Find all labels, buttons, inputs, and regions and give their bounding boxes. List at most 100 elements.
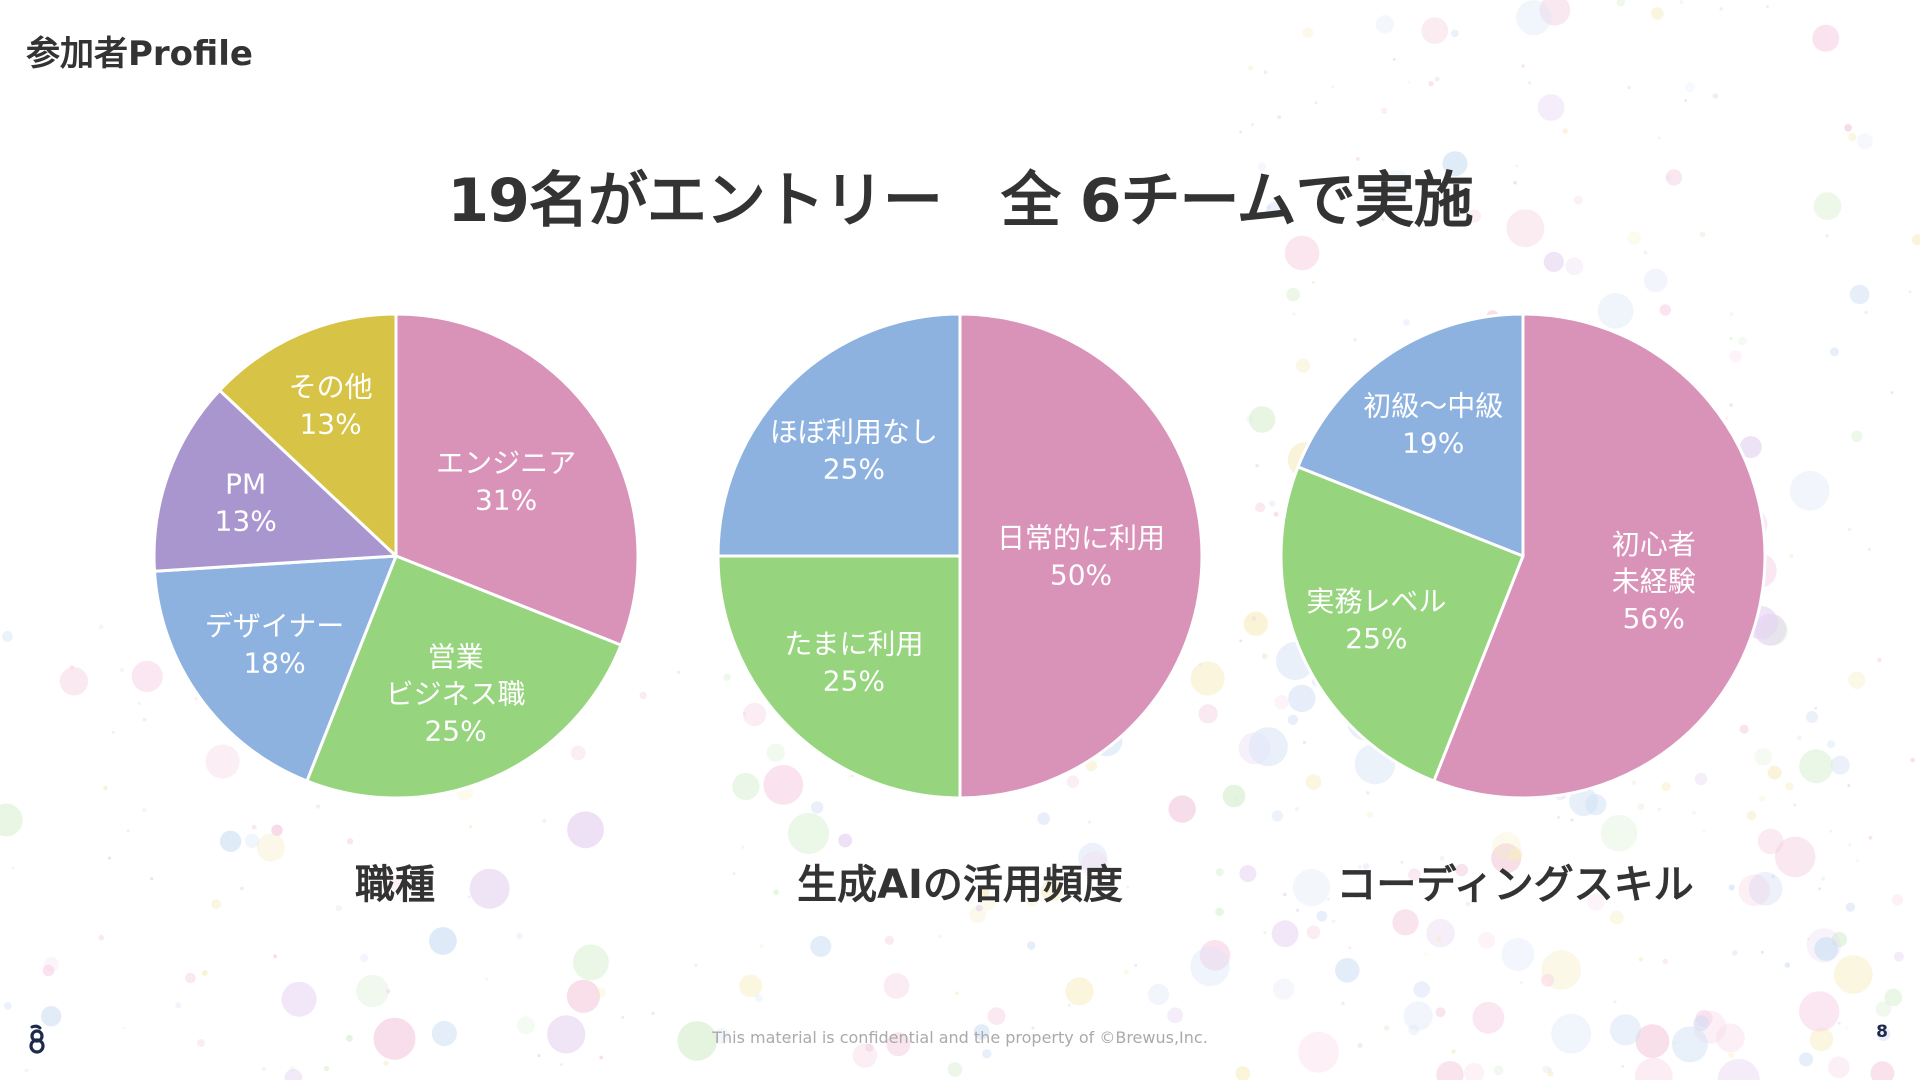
background-dot <box>1537 94 1565 121</box>
slice-value-label: 50% <box>1050 559 1112 592</box>
background-dot <box>1785 782 1794 791</box>
slice-value-label: 56% <box>1623 602 1685 635</box>
background-dot <box>741 845 745 849</box>
background-dot <box>1829 347 1839 357</box>
background-dot <box>1814 937 1839 961</box>
background-dot <box>1126 885 1130 889</box>
background-dot <box>1251 616 1257 621</box>
slice-label: PM 13% <box>215 467 277 537</box>
background-dot <box>2 631 13 642</box>
background-dot <box>595 987 606 998</box>
background-dot <box>1467 209 1482 223</box>
background-dot <box>1424 952 1428 956</box>
background-dot <box>1651 7 1664 20</box>
background-dot <box>1306 925 1321 940</box>
background-dot <box>201 970 208 976</box>
background-dot <box>1738 336 1747 346</box>
background-dot <box>516 932 523 940</box>
background-dot <box>886 1032 911 1057</box>
background-dot <box>1335 958 1360 983</box>
background-dot <box>1757 828 1784 855</box>
background-dot <box>1248 65 1254 71</box>
background-dot <box>1239 639 1243 643</box>
background-dot <box>1799 991 1840 1032</box>
background-dot <box>356 974 389 1008</box>
background-dot <box>383 1060 389 1066</box>
background-dot <box>1134 964 1138 967</box>
slice-label: 営業ビジネス職 25% <box>386 641 526 748</box>
page-label: 参加者Profile <box>26 34 253 74</box>
background-dot <box>1239 130 1243 134</box>
background-dot <box>240 886 244 891</box>
background-dot <box>1908 290 1912 294</box>
background-dot <box>1627 85 1631 90</box>
background-dot <box>1516 0 1552 36</box>
background-dot <box>1551 1013 1592 1054</box>
slice-category-label: 未経験 <box>1612 565 1696 598</box>
background-dot <box>955 991 959 995</box>
background-dot <box>389 874 406 891</box>
chart-caption-occupation: 職種 <box>355 862 435 908</box>
background-dot <box>1331 919 1336 923</box>
pie-slice <box>716 554 962 800</box>
background-dot <box>43 957 59 972</box>
background-dot <box>1746 810 1757 821</box>
background-dot <box>211 899 222 910</box>
background-dot <box>787 1038 791 1043</box>
background-dot <box>137 701 141 705</box>
background-dot <box>1027 941 1036 950</box>
pie-slice <box>1296 312 1525 558</box>
background-dot <box>1837 1021 1841 1025</box>
background-dot <box>560 1063 564 1067</box>
background-dot <box>1694 772 1708 786</box>
slice-label: 初心者未経験 56% <box>1612 528 1696 635</box>
background-dot <box>1634 1057 1673 1080</box>
slice-value-label: 19% <box>1402 426 1464 459</box>
background-dot <box>1539 0 1571 26</box>
background-dot <box>1037 812 1050 825</box>
background-dot <box>1215 907 1224 917</box>
background-dot <box>1613 1000 1617 1004</box>
background-dot <box>1222 784 1246 808</box>
background-dot <box>937 934 942 939</box>
background-dot <box>1754 748 1772 766</box>
background-dot <box>1248 406 1276 433</box>
background-dot <box>251 824 257 830</box>
background-dot <box>1298 1031 1339 1073</box>
background-dot <box>1434 76 1440 82</box>
background-dot <box>1287 714 1299 725</box>
pie-slice <box>1432 312 1767 800</box>
background-dot <box>1818 887 1822 891</box>
background-dot <box>273 954 278 959</box>
background-dot <box>1288 684 1316 713</box>
background-dot <box>1684 82 1696 93</box>
slice-category-label: ビジネス職 <box>386 678 526 711</box>
background-dot <box>142 808 147 813</box>
background-dot <box>1834 955 1873 994</box>
background-dot <box>1573 195 1583 205</box>
background-dot <box>41 1006 62 1027</box>
background-dot <box>975 904 983 912</box>
slice-category-label: その他 <box>289 371 373 404</box>
background-dot <box>1856 133 1873 150</box>
background-dot <box>1331 85 1334 89</box>
background-dot <box>469 868 510 909</box>
background-dot <box>1702 829 1706 833</box>
background-dot <box>773 889 779 896</box>
background-dot <box>1659 304 1672 316</box>
background-dot <box>980 894 997 911</box>
slice-label: エンジニア 31% <box>436 447 576 517</box>
background-dot <box>1891 894 1904 906</box>
background-dot <box>0 803 23 837</box>
background-dot <box>1362 863 1370 870</box>
background-dot <box>1088 820 1091 824</box>
headline: 19名がエントリー 全 6チームで実施 <box>447 166 1473 236</box>
background-dot <box>194 697 198 701</box>
background-dot <box>1759 795 1766 802</box>
background-dot <box>1282 892 1287 897</box>
background-dot <box>714 1028 731 1045</box>
background-dot <box>1235 1066 1251 1080</box>
background-dot <box>599 1055 604 1060</box>
background-dot <box>1784 962 1791 968</box>
